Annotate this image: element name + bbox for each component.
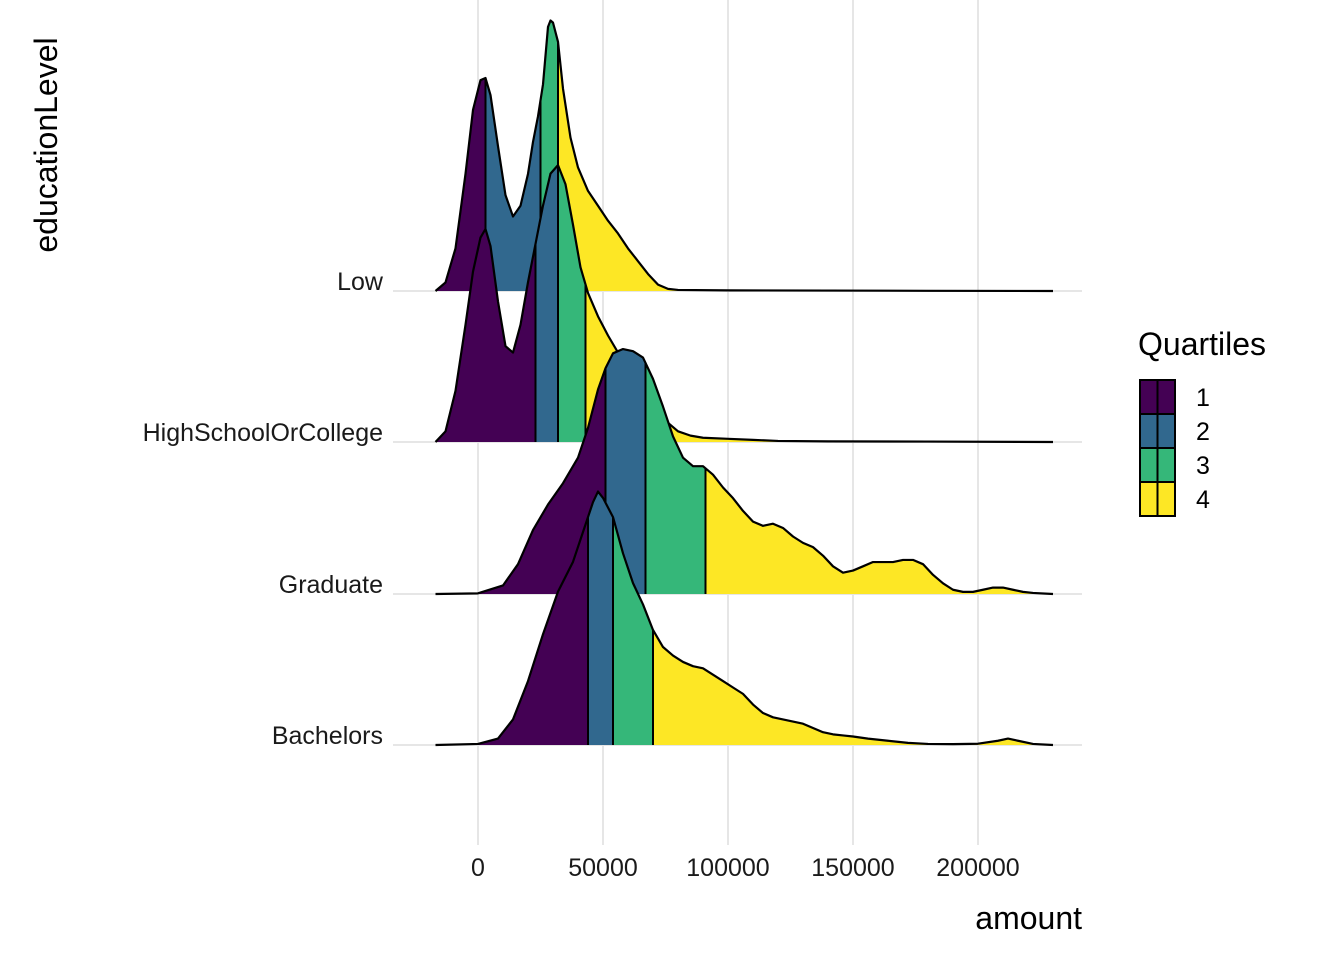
quartile-3-area — [613, 517, 653, 745]
ridge-Low — [434, 19, 1054, 293]
x-axis-title: amount — [975, 900, 1082, 936]
legend-item: 2 — [1139, 413, 1210, 449]
quartile-3-area — [645, 362, 706, 594]
quartile-2-area — [485, 78, 541, 291]
quartile-1-area — [435, 368, 606, 594]
x-tick-label: 200000 — [936, 854, 1019, 882]
density-outline — [435, 490, 1054, 747]
x-tick-labels: 0 50000 100000 150000 200000 — [471, 854, 1020, 882]
density-outline — [434, 164, 1054, 444]
legend-label: 2 — [1196, 418, 1210, 446]
legend-label: 4 — [1196, 486, 1210, 514]
quartile-2-area — [588, 491, 613, 745]
density-outline — [434, 19, 1054, 293]
y-tick-label: Graduate — [279, 571, 383, 599]
quartile-4-area — [558, 41, 1053, 291]
x-tick-label: 100000 — [686, 854, 769, 882]
quartile-4-area — [705, 468, 1053, 594]
quartile-1-area — [435, 229, 536, 442]
x-tick-label: 50000 — [568, 854, 638, 882]
y-tick-labels: Low HighSchoolOrCollege Graduate Bachelors — [143, 268, 384, 750]
legend-label: 3 — [1196, 452, 1210, 480]
x-tick-label: 0 — [471, 854, 485, 882]
y-axis-title: educationLevel — [28, 37, 64, 252]
ridge-Bachelors — [435, 490, 1054, 747]
quartile-1-area — [435, 78, 486, 291]
legend-title: Quartiles — [1138, 326, 1266, 362]
ridge-layer — [434, 19, 1054, 747]
quartile-3-area — [558, 165, 586, 442]
x-tick-label: 150000 — [811, 854, 894, 882]
legend-item: 1 — [1139, 379, 1210, 415]
y-tick-label: Bachelors — [272, 722, 383, 750]
quartile-4-area — [653, 629, 1053, 745]
legend: Quartiles 1 2 3 4 — [1138, 326, 1266, 517]
density-outline — [435, 347, 1054, 596]
quartile-1-area — [435, 517, 588, 745]
legend-items: 1 2 3 4 — [1139, 379, 1210, 517]
y-tick-label: Low — [337, 268, 384, 296]
legend-item: 4 — [1139, 481, 1210, 517]
y-tick-label: HighSchoolOrCollege — [143, 419, 383, 447]
legend-item: 3 — [1139, 447, 1210, 483]
legend-label: 1 — [1196, 384, 1210, 412]
quartile-2-area — [535, 165, 558, 442]
